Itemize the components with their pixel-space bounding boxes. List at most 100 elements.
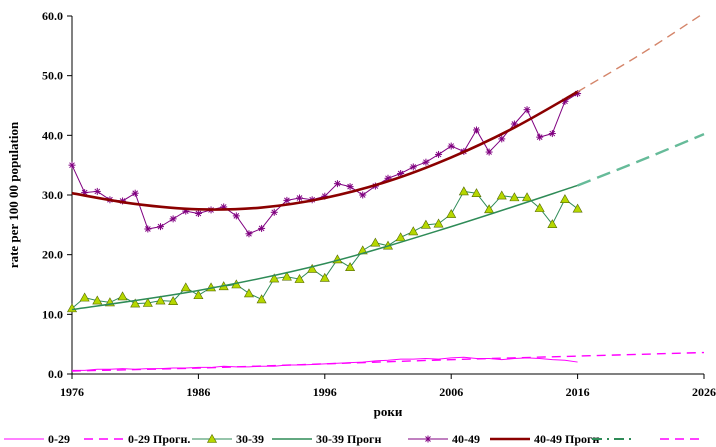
data-point (144, 225, 152, 233)
data-point (168, 296, 179, 306)
data-point (485, 148, 493, 156)
data-point (169, 215, 177, 223)
data-point (333, 180, 341, 188)
x-tick-label: 1976 (60, 385, 84, 399)
data-point (509, 192, 520, 202)
y-tick-label: 50.0 (42, 69, 63, 83)
y-tick-label: 30.0 (42, 188, 63, 202)
series-0-29 (72, 356, 578, 371)
series-line (71, 184, 578, 311)
data-point (496, 190, 507, 200)
x-axis-title: роки (374, 404, 403, 419)
data-point (534, 203, 545, 212)
y-tick-label: 10.0 (42, 307, 63, 321)
data-point (548, 130, 556, 138)
data-point (245, 230, 253, 238)
legend-item: 40-49 Прогн (490, 432, 599, 446)
legend: 0-29 0-29 Прогн. 30-39 30-39 Прогн 40-49 40-4… (4, 432, 700, 446)
data-point (270, 208, 278, 216)
data-point (155, 295, 166, 305)
plot-area (66, 12, 705, 372)
legend-marker (206, 433, 218, 443)
data-point (68, 161, 76, 169)
data-point (194, 209, 202, 217)
data-point (232, 212, 240, 220)
data-point (256, 294, 267, 304)
data-point (193, 290, 204, 300)
data-point (130, 298, 141, 308)
x-tick-label: 1986 (186, 385, 210, 399)
data-point (420, 219, 431, 229)
data-point (472, 126, 480, 134)
axes (71, 16, 704, 375)
data-point (547, 219, 558, 229)
data-point (523, 106, 531, 114)
data-point (433, 218, 444, 228)
data-point (498, 135, 506, 143)
data-point (269, 273, 280, 283)
data-point (522, 192, 533, 202)
y-tick-label: 0.0 (48, 367, 63, 381)
data-point (93, 187, 101, 195)
ticks: 0.0 10.0 20.0 30.0 40.0 50.0 60.0 1976 1986 1996 2… (42, 9, 716, 399)
legend-marker (424, 435, 432, 443)
series-line (71, 90, 579, 211)
x-tick-label: 2016 (566, 385, 590, 399)
data-point (92, 295, 103, 305)
data-point (447, 142, 455, 150)
data-point (458, 186, 469, 196)
series-0-29-прогн- (71, 351, 705, 372)
data-point (307, 263, 318, 273)
data-point (409, 163, 417, 171)
data-point (408, 226, 419, 236)
data-point (258, 224, 266, 232)
y-tick-label: 40.0 (42, 128, 63, 142)
y-axis-title: rate per 100 00 population (6, 121, 21, 268)
data-point (484, 204, 495, 214)
data-point (180, 282, 191, 292)
data-point (296, 194, 304, 202)
data-point (294, 274, 305, 283)
legend-item: 30-39 (192, 432, 264, 446)
series-line (71, 93, 578, 235)
legend-label: 30-39 Прогн (316, 432, 381, 446)
y-tick-label: 20.0 (42, 248, 63, 262)
data-point (319, 272, 330, 282)
data-point (131, 189, 139, 197)
legend-label: 0-29 (48, 432, 70, 446)
series-40-49 (68, 90, 582, 238)
series-40-49-прогн-дальше- (577, 12, 705, 93)
data-point (435, 150, 443, 158)
data-point (559, 194, 570, 203)
x-tick-label: 2026 (692, 385, 716, 399)
series-line (71, 190, 578, 309)
legend-label: 40-49 (452, 432, 480, 446)
data-point (572, 203, 583, 213)
data-point (345, 262, 356, 271)
data-point (370, 237, 381, 247)
x-tick-label: 1996 (313, 385, 337, 399)
data-point (536, 133, 544, 141)
series-line (577, 12, 705, 93)
y-tick-label: 60.0 (42, 9, 63, 23)
legend-item: 30-39 Прогн (272, 432, 381, 446)
data-point (359, 191, 367, 199)
legend-label: 0-29 Прогн. (128, 432, 190, 446)
x-tick-label: 2006 (439, 385, 463, 399)
series-line (577, 133, 705, 187)
series-line (71, 351, 705, 372)
data-point (79, 292, 90, 302)
legend-item: 40-49 (408, 432, 480, 446)
data-point (142, 297, 153, 307)
legend-item: 0-29 (4, 432, 70, 446)
data-point (422, 158, 430, 166)
legend-label: 30-39 (236, 432, 264, 446)
data-point (471, 188, 482, 198)
data-point (243, 288, 254, 298)
data-point (117, 291, 128, 301)
legend-label: 40-49 Прогн (534, 432, 599, 446)
legend-item: 0-29 Прогн. (84, 432, 190, 446)
series-line (72, 356, 578, 371)
data-point (281, 271, 292, 281)
